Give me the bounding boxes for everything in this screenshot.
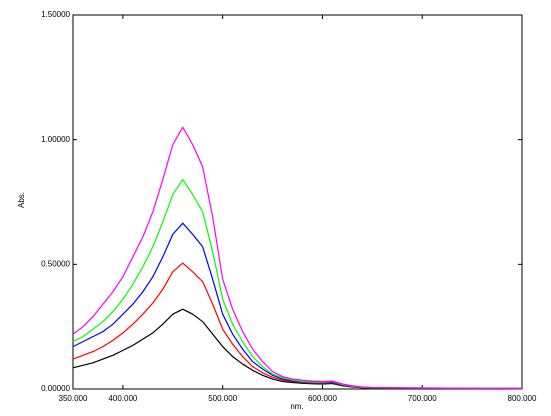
x-tick-label: 400.000 bbox=[108, 394, 137, 403]
y-tick-label: 1.00000 bbox=[41, 135, 70, 144]
spectrum-line bbox=[72, 262, 522, 390]
y-axis-label: Abs. bbox=[17, 192, 26, 208]
x-axis-label: nm. bbox=[290, 402, 303, 411]
spectrum-line bbox=[72, 126, 523, 390]
plot-frame bbox=[72, 14, 523, 390]
y-tick-label: 0.50000 bbox=[41, 259, 70, 268]
x-tick-label: 600.000 bbox=[308, 394, 337, 403]
spectrum-line bbox=[72, 178, 523, 390]
y-tick-label: 1.50000 bbox=[41, 10, 70, 19]
x-tick-label: 800.000 bbox=[508, 394, 537, 403]
x-tick-label: 700.000 bbox=[408, 394, 437, 403]
spectrum-line bbox=[72, 308, 522, 390]
x-tick-label: 350.000 bbox=[59, 394, 88, 403]
spectrum-line bbox=[72, 222, 522, 390]
y-tick-label: 0.00000 bbox=[41, 384, 70, 393]
x-tick-label: 500.000 bbox=[208, 394, 237, 403]
